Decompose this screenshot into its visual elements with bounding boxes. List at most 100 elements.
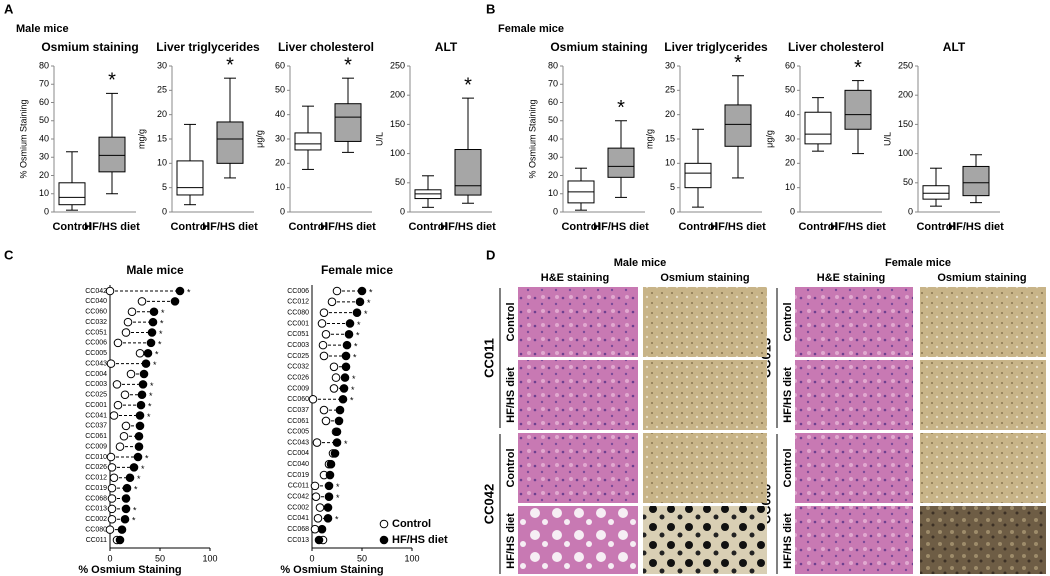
dot <box>345 319 355 328</box>
dot <box>340 373 350 382</box>
x-tick-label: HF/HS diet <box>710 221 766 233</box>
dot <box>311 492 321 501</box>
dot <box>310 481 320 491</box>
x-tick-label: HF/HS diet <box>320 221 376 233</box>
y-tick-label: CC001 <box>287 320 309 327</box>
row-label: HF/HS diet <box>505 367 517 423</box>
dot <box>112 380 122 389</box>
dot <box>312 438 322 447</box>
y-tick-label: CC004 <box>287 450 309 457</box>
column-title: Osmium staining <box>937 272 1026 284</box>
row-label: Control <box>505 302 517 341</box>
row-label: Control <box>782 448 794 487</box>
y-tick-label: 20 <box>548 170 558 180</box>
box <box>962 165 990 197</box>
dot <box>326 459 336 469</box>
x-tick-label: HF/HS diet <box>593 221 649 233</box>
y-tick-label: CC061 <box>287 418 309 425</box>
y-tick-label: CC080 <box>85 526 107 533</box>
dot <box>137 297 147 306</box>
x-tick-label: Control <box>798 221 837 233</box>
dot <box>324 492 334 501</box>
y-tick-label: CC002 <box>85 516 107 523</box>
panel-label: A <box>4 1 14 16</box>
significance-mark: * <box>161 308 165 318</box>
significance-mark: * <box>734 52 742 74</box>
significance-mark: * <box>155 350 159 360</box>
y-tick-label: 20 <box>785 158 795 168</box>
dot <box>143 348 153 358</box>
significance-mark: * <box>336 493 340 503</box>
micrograph <box>518 360 638 430</box>
box <box>216 121 244 164</box>
significance-mark: * <box>134 485 138 495</box>
significance-mark: * <box>153 360 157 370</box>
x-tick-label: Control <box>916 221 955 233</box>
panel-label: C <box>4 247 14 262</box>
y-tick-label: CC019 <box>287 472 309 479</box>
y-tick-label: CC013 <box>85 506 107 513</box>
significance-mark: * <box>147 412 151 422</box>
y-axis-label: μg/g <box>764 130 774 148</box>
micrograph <box>920 360 1046 430</box>
dot <box>137 390 147 400</box>
dot <box>127 307 137 317</box>
y-tick-label: CC004 <box>85 371 107 378</box>
y-tick-label: 70 <box>39 79 49 89</box>
dot <box>120 390 130 400</box>
y-tick-label: 70 <box>548 79 558 89</box>
dot <box>135 411 145 420</box>
y-tick-label: CC011 <box>86 537 107 544</box>
dot <box>106 359 116 368</box>
x-tick-label: HF/HS diet <box>830 221 886 233</box>
dot <box>113 400 123 410</box>
dot <box>319 308 329 317</box>
dot <box>138 380 148 389</box>
column-title: H&E staining <box>817 272 885 284</box>
significance-mark: * <box>854 57 862 79</box>
y-tick-label: 40 <box>548 133 558 143</box>
dot <box>317 319 327 328</box>
dot <box>334 416 344 426</box>
y-axis-label: % Osmium Staining <box>527 99 537 178</box>
micrograph <box>643 287 767 357</box>
dot <box>323 514 333 523</box>
y-tick-label: CC040 <box>287 461 309 468</box>
y-tick-label: 40 <box>275 109 285 119</box>
significance-mark: * <box>160 319 164 329</box>
dot <box>317 524 327 534</box>
dot <box>134 442 144 451</box>
y-tick-label: CC051 <box>85 329 107 336</box>
significance-mark: * <box>187 287 191 297</box>
significance-mark: * <box>149 391 153 401</box>
dot <box>125 473 135 483</box>
dot <box>139 369 149 379</box>
panel-label: B <box>486 1 495 16</box>
dot <box>321 330 331 339</box>
row-label: HF/HS diet <box>505 513 517 569</box>
y-tick-label: 0 <box>790 206 795 216</box>
chart-title: Liver cholesterol <box>278 40 374 54</box>
y-tick-label: CC051 <box>287 331 309 338</box>
y-tick-label: CC026 <box>85 464 107 471</box>
y-tick-label: 250 <box>390 60 405 70</box>
dot <box>134 431 144 441</box>
box <box>176 160 204 196</box>
y-tick-label: 30 <box>548 152 558 162</box>
box <box>98 136 126 173</box>
significance-mark: * <box>226 54 234 76</box>
box <box>334 103 362 142</box>
x-tick-label: HF/HS diet <box>202 221 258 233</box>
dot <box>141 359 151 368</box>
dot <box>308 394 318 404</box>
significance-mark: * <box>364 309 368 319</box>
y-tick-label: CC012 <box>85 475 107 482</box>
y-tick-label: CC068 <box>85 495 107 502</box>
box <box>844 89 872 130</box>
y-tick-label: CC032 <box>287 364 309 371</box>
strain-label: CC042 <box>481 484 496 524</box>
significance-mark: * <box>158 339 162 349</box>
y-tick-label: CC026 <box>287 374 309 381</box>
box <box>724 104 752 147</box>
dot <box>107 483 117 493</box>
